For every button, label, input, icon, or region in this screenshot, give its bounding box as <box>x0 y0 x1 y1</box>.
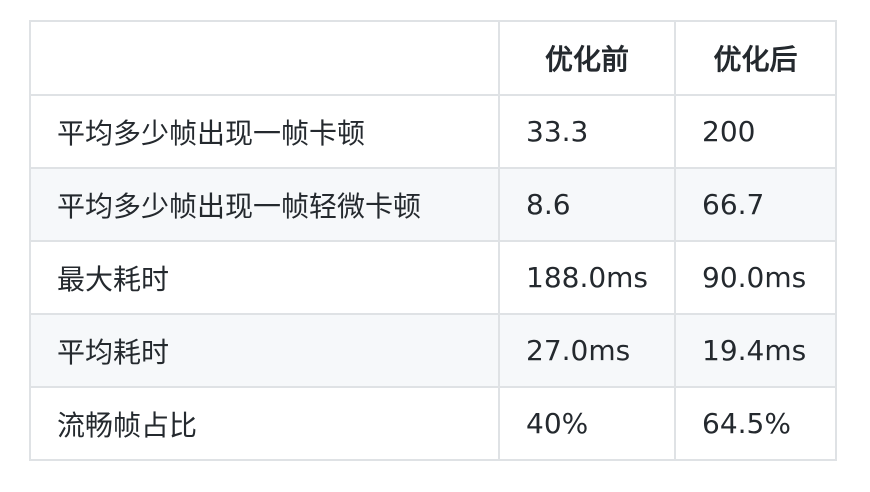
before-cell: 40% <box>497 386 677 461</box>
metric-cell: 平均多少帧出现一帧轻微卡顿 <box>29 167 500 242</box>
before-cell: 33.3 <box>497 94 677 169</box>
metric-cell: 流畅帧占比 <box>29 386 500 461</box>
table-row: 流畅帧占比 40% 64.5% <box>29 386 838 461</box>
table-row: 最大耗时 188.0ms 90.0ms <box>29 240 838 315</box>
before-cell: 188.0ms <box>497 240 677 315</box>
comparison-table-container: 优化前 优化后 平均多少帧出现一帧卡顿 33.3 200 平均多少帧出现一帧轻微… <box>29 20 838 461</box>
after-cell: 200 <box>674 94 838 169</box>
metric-cell: 最大耗时 <box>29 240 500 315</box>
before-cell: 27.0ms <box>497 313 677 388</box>
table-row: 平均多少帧出现一帧轻微卡顿 8.6 66.7 <box>29 167 838 242</box>
after-cell: 64.5% <box>674 386 838 461</box>
header-after: 优化后 <box>674 20 838 96</box>
table-row: 平均耗时 27.0ms 19.4ms <box>29 313 838 388</box>
metric-cell: 平均耗时 <box>29 313 500 388</box>
metric-cell: 平均多少帧出现一帧卡顿 <box>29 94 500 169</box>
comparison-table: 优化前 优化后 平均多少帧出现一帧卡顿 33.3 200 平均多少帧出现一帧轻微… <box>29 20 838 461</box>
after-cell: 19.4ms <box>674 313 838 388</box>
before-cell: 8.6 <box>497 167 677 242</box>
after-cell: 66.7 <box>674 167 838 242</box>
header-metric <box>29 20 500 96</box>
table-row: 平均多少帧出现一帧卡顿 33.3 200 <box>29 94 838 169</box>
after-cell: 90.0ms <box>674 240 838 315</box>
header-row: 优化前 优化后 <box>29 20 838 96</box>
table-body: 平均多少帧出现一帧卡顿 33.3 200 平均多少帧出现一帧轻微卡顿 8.6 6… <box>29 94 838 461</box>
header-before: 优化前 <box>497 20 677 96</box>
table-header: 优化前 优化后 <box>29 20 838 96</box>
